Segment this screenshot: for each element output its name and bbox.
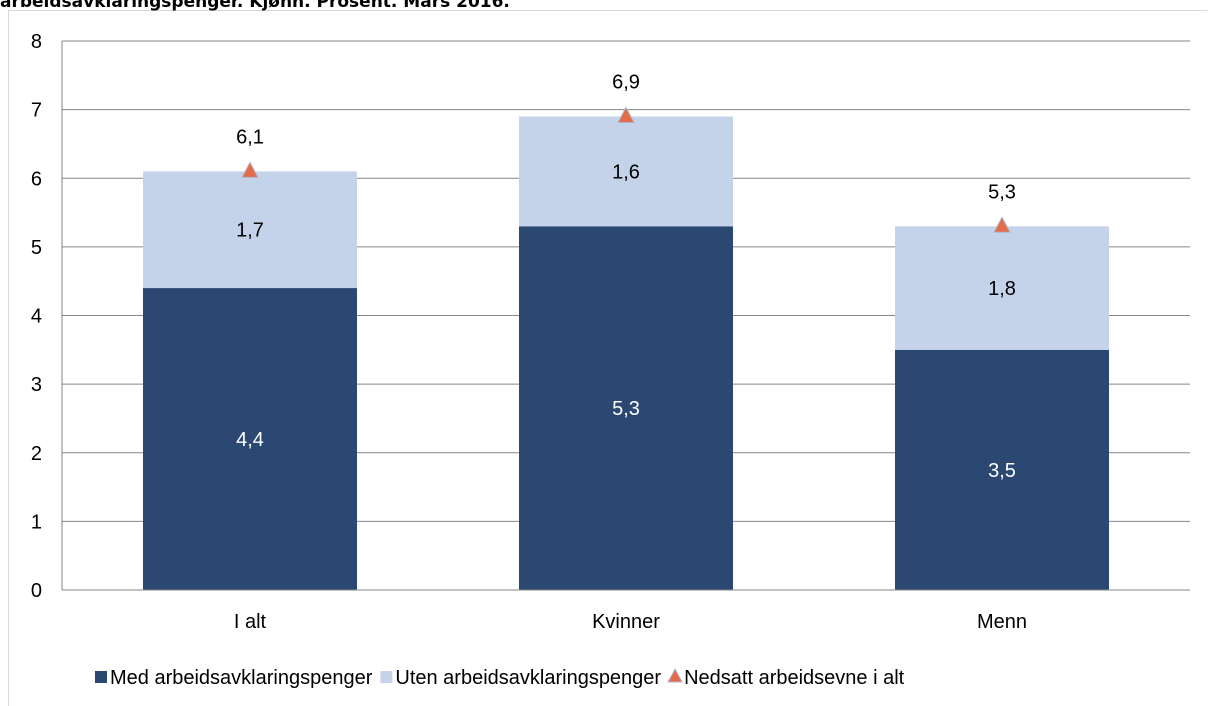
y-tick-label: 4 xyxy=(31,306,42,328)
bar-segment xyxy=(895,226,1109,350)
data-label: 1,7 xyxy=(236,220,264,242)
y-tick-label: 7 xyxy=(31,100,42,122)
x-tick-label: Kvinner xyxy=(592,611,660,633)
data-label: 1,8 xyxy=(988,278,1016,300)
bar-segment xyxy=(143,288,357,590)
y-tick-label: 2 xyxy=(31,443,42,465)
legend-marker xyxy=(95,671,107,683)
bar-segment xyxy=(519,116,733,227)
data-label: 3,5 xyxy=(988,460,1016,482)
bar-segment xyxy=(143,171,357,289)
y-tick-label: 3 xyxy=(31,374,42,396)
x-tick-label: Menn xyxy=(977,611,1027,633)
bar-segment xyxy=(895,349,1109,590)
y-tick-label: 8 xyxy=(31,31,42,53)
legend-marker xyxy=(380,671,393,683)
y-tick-label: 6 xyxy=(31,168,42,190)
legend-label: Nedsatt arbeidsevne i alt xyxy=(684,667,905,689)
y-tick-label: 1 xyxy=(31,511,42,533)
y-tick-label: 5 xyxy=(31,237,42,259)
data-label: 5,3 xyxy=(988,181,1016,203)
data-label: 6,1 xyxy=(236,126,264,148)
data-label: 6,9 xyxy=(612,71,640,93)
marker xyxy=(617,106,635,123)
y-tick-label: 0 xyxy=(31,580,42,602)
x-tick-label: I alt xyxy=(234,611,267,633)
chart-frame xyxy=(8,10,1208,706)
bar-segment xyxy=(519,226,733,590)
marker xyxy=(241,161,259,178)
data-label: 4,4 xyxy=(236,429,264,451)
chart-title: arbeidsavklaringspenger. Kjønn. Prosent.… xyxy=(0,0,510,12)
legend-label: Med arbeidsavklaringspenger xyxy=(110,667,373,689)
legend-label: Uten arbeidsavklaringspenger xyxy=(395,667,661,689)
marker xyxy=(993,216,1011,233)
legend-marker xyxy=(667,667,683,683)
data-label: 1,6 xyxy=(612,161,640,183)
data-label: 5,3 xyxy=(612,398,640,420)
